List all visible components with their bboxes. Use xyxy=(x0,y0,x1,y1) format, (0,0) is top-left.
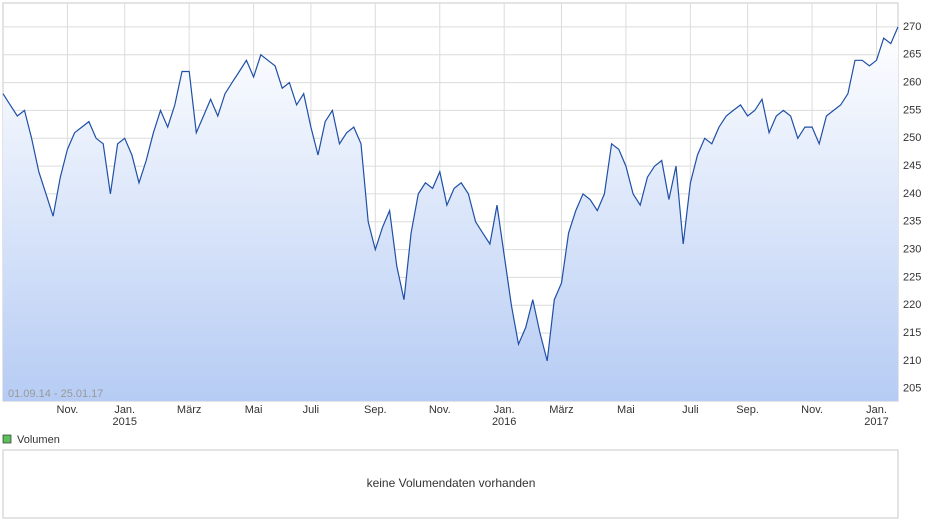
x-tick-label: Nov. xyxy=(428,404,451,416)
y-tick-label: 225 xyxy=(903,271,921,283)
y-tick-label: 245 xyxy=(903,160,921,172)
x-tick-label: März xyxy=(549,404,574,416)
y-tick-label: 215 xyxy=(903,327,921,339)
x-tick-label: Mai xyxy=(244,404,263,416)
y-tick-label: 255 xyxy=(903,104,921,116)
y-tick-label: 210 xyxy=(903,355,921,367)
x-tick-label: Mai xyxy=(617,404,635,416)
area xyxy=(3,26,898,402)
y-tick-label: 250 xyxy=(903,132,921,144)
price-line xyxy=(2,26,899,362)
x-tick-label: Sep. xyxy=(736,404,759,416)
y-tick-label: 230 xyxy=(903,243,921,255)
x-tick-label: Juli xyxy=(302,404,320,416)
y-tick-label: 235 xyxy=(903,216,921,228)
x-tick-label: Nov. xyxy=(56,404,79,416)
x-tick-label: Jan. 2015 xyxy=(112,404,137,428)
date-range: 01.09.14 - 25.01.17 xyxy=(8,388,103,400)
x-tick-label: Jan. 2017 xyxy=(864,404,889,428)
x-tick-label: Sep. xyxy=(363,404,387,416)
y-tick-label: 240 xyxy=(903,188,921,200)
x-tick-label: Jan. 2016 xyxy=(491,404,517,428)
volume-box xyxy=(2,449,899,519)
y-tick-label: 220 xyxy=(903,299,921,311)
legend-swatch xyxy=(2,434,12,444)
volume-message: keine Volumendaten vorhanden xyxy=(367,476,536,490)
y-tick-label: 265 xyxy=(903,49,921,61)
y-tick-label: 260 xyxy=(903,77,921,89)
legend-label: Volumen xyxy=(17,434,60,446)
y-tick-label: 205 xyxy=(903,383,921,395)
y-tick-label: 270 xyxy=(903,21,921,33)
x-tick-label: Nov. xyxy=(801,404,823,416)
x-tick-label: Juli xyxy=(682,404,699,416)
x-tick-label: März xyxy=(176,404,202,416)
